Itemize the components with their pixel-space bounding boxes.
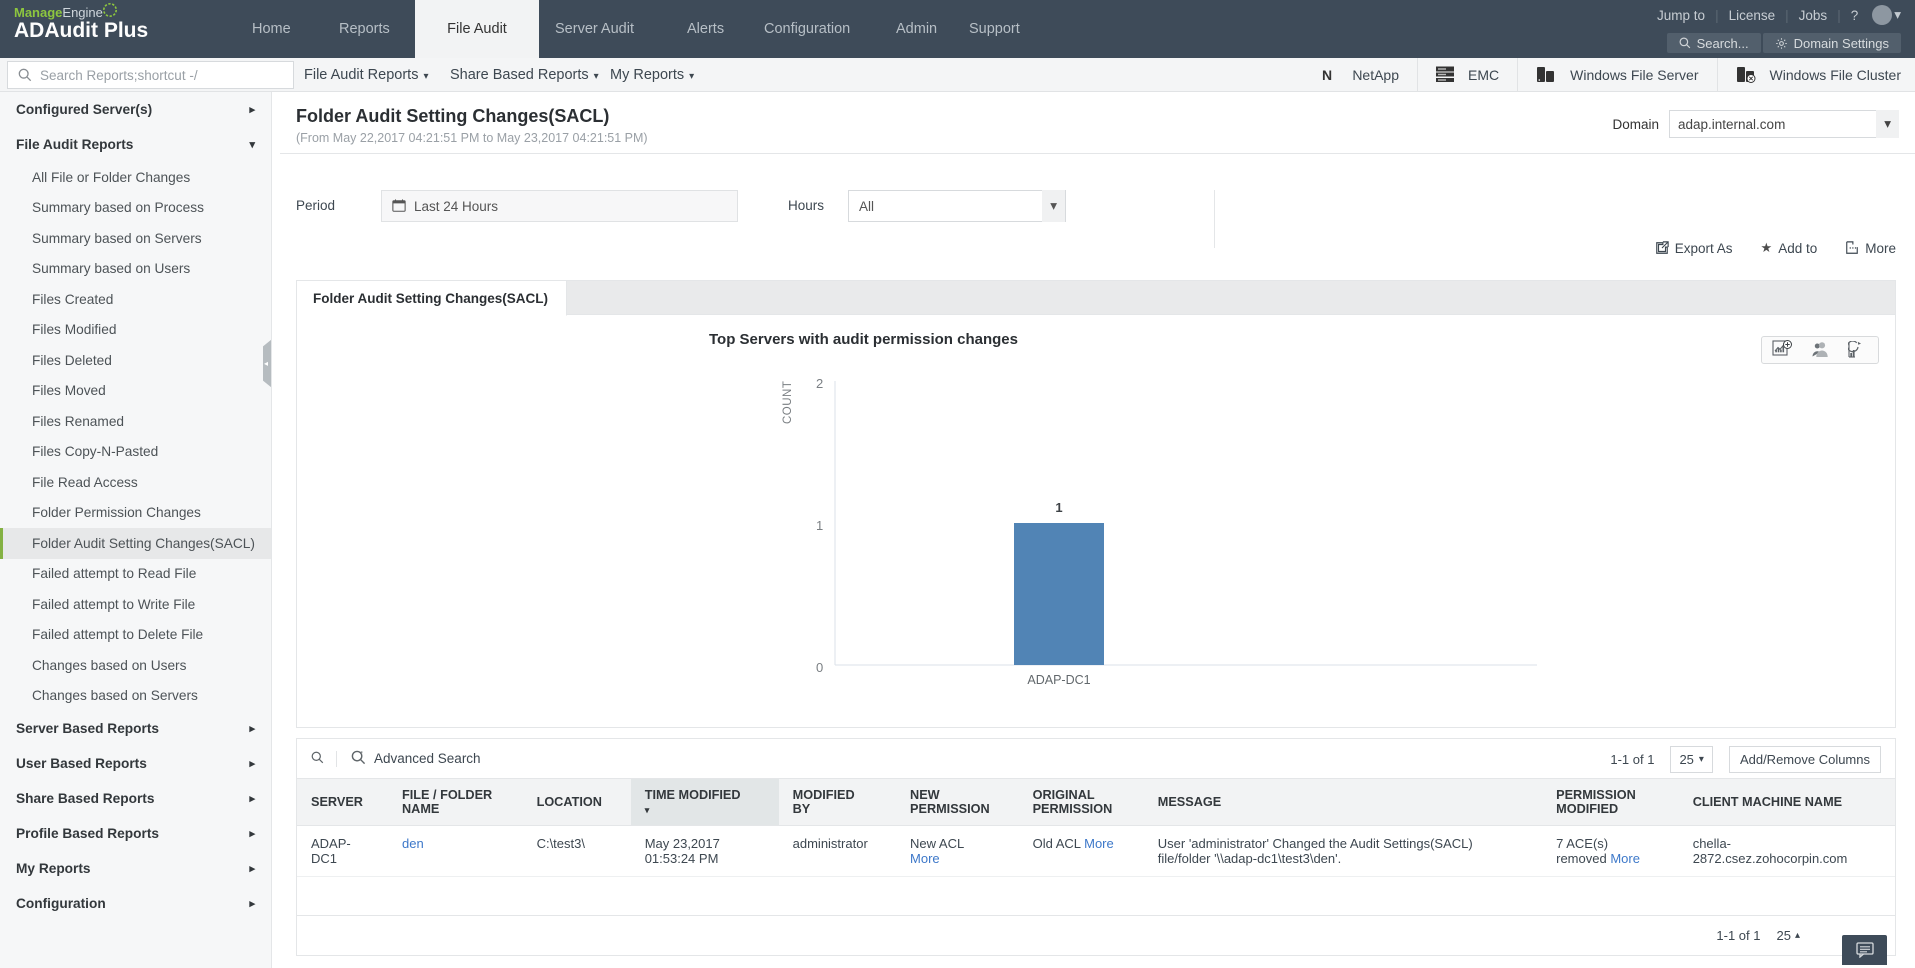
svg-text:2: 2 [816, 376, 823, 391]
svg-text:1: 1 [816, 518, 823, 533]
svg-text:ADAP-DC1: ADAP-DC1 [1027, 673, 1090, 687]
svg-text:COUNT: COUNT [782, 381, 794, 424]
svg-text:1: 1 [1055, 500, 1062, 515]
svg-text:*: * [360, 750, 363, 757]
svg-text:N: N [1322, 67, 1332, 83]
svg-text:0: 0 [816, 660, 823, 675]
